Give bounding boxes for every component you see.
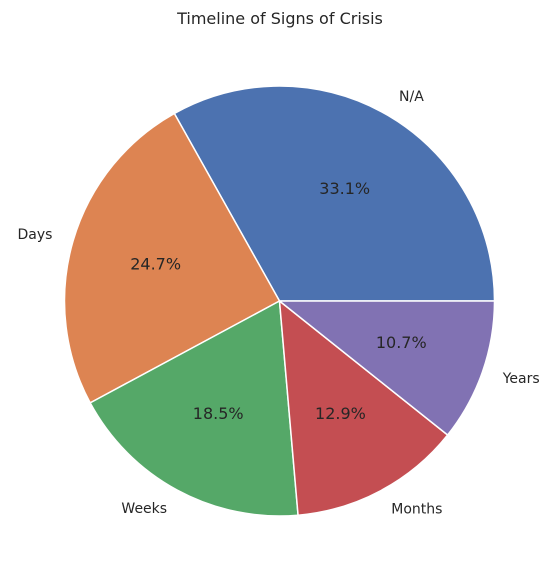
- pie-slice-years: [278, 300, 496, 436]
- slice-label-months: Months: [391, 501, 442, 517]
- chart-title: Timeline of Signs of Crisis: [176, 9, 383, 28]
- pie-slice-days: [63, 112, 281, 404]
- slice-percent-n-a: 33.1%: [319, 179, 370, 198]
- slice-percent-years: 10.7%: [376, 333, 427, 352]
- slice-percent-days: 24.7%: [130, 254, 181, 273]
- pie-slice-months: [278, 300, 449, 516]
- slice-label-weeks: Weeks: [121, 501, 167, 517]
- slice-label-days: Days: [17, 227, 52, 243]
- pie-labels: N/A 33.1% Days 24.7% Weeks 18.5% Months 12.9% Ye…: [17, 89, 540, 517]
- slice-percent-months: 12.9%: [315, 404, 366, 423]
- slice-label-years: Years: [502, 371, 540, 387]
- slice-label-n-a: N/A: [399, 89, 424, 105]
- pie-slices: [63, 85, 496, 517]
- slice-percent-weeks: 18.5%: [193, 404, 244, 423]
- pie-slice-n-a: [173, 85, 496, 302]
- pie-slice-weeks: [89, 300, 299, 517]
